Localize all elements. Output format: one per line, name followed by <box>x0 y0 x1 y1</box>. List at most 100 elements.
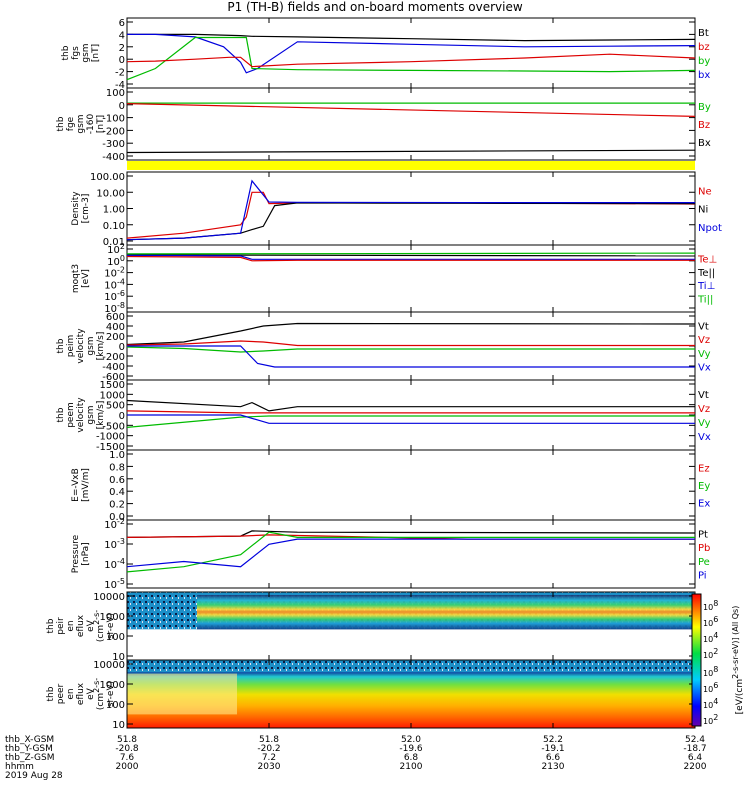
xaxis-value: 6.6 <box>546 753 561 763</box>
legend-Vx: Vx <box>698 362 711 373</box>
y-axis-label-line: eV <box>86 619 96 632</box>
panel-9: 10000 1000 100 10 thb peer en eflux eV (cm2-s-sr-… <box>46 659 696 731</box>
yellow-status-bar <box>127 161 695 170</box>
y-axis-label-line: Density <box>71 191 81 226</box>
series-Ti|| <box>126 252 696 255</box>
y-tick-label: 100.00 <box>90 172 125 183</box>
y-axis-label-line: thb <box>56 338 66 353</box>
panel-2: 100.00 10.00 1.00 0.10 0.01 Density [cm-3] Ne Ni… <box>71 171 722 248</box>
colorbar-label: 106 <box>703 615 718 628</box>
legend-Pi: Pi <box>698 570 707 581</box>
xaxis-value: 2030 <box>258 762 281 772</box>
series-bx <box>127 33 696 74</box>
y-tick-label: -4 <box>115 80 125 91</box>
series-Ti⊥ <box>126 254 695 260</box>
y-axis-label-line: thb <box>46 618 56 633</box>
y-axis-label-line: moqt3 <box>71 264 81 293</box>
legend-Pb: Pb <box>698 543 710 554</box>
legend-Ex: Ex <box>698 499 710 510</box>
legend-Bx: Bx <box>698 138 711 149</box>
xaxis-value: 51.8 <box>117 735 137 745</box>
legend-Vy: Vy <box>698 418 711 429</box>
panel-frame <box>126 87 696 161</box>
y-axis-label-line: [cm-3] <box>81 194 91 224</box>
y-tick-label: 10000 <box>93 592 125 603</box>
y-axis-label-line: peim <box>66 335 76 358</box>
y-axis-label-line: eV <box>86 687 96 700</box>
legend-Vt: Vt <box>698 390 709 401</box>
y-tick-label: 1500 <box>100 380 125 391</box>
xaxis-row-label: 2019 Aug 28 <box>5 771 63 781</box>
y-tick-label: 500 <box>106 401 125 412</box>
y-tick-label: 10-3 <box>104 537 125 551</box>
y-axis-label-line: en <box>66 620 76 631</box>
panel-frame <box>126 17 696 89</box>
y-axis-label-line: thb <box>61 45 71 60</box>
series-Vx <box>127 414 695 424</box>
xaxis-value: 51.8 <box>259 735 279 745</box>
legend-Npot: Npot <box>698 223 722 234</box>
y-tick-label: 1000 <box>100 612 125 623</box>
y-tick-label: 0.6 <box>109 475 125 486</box>
y-tick-label: 10.00 <box>96 188 125 199</box>
colorbar-label: 102 <box>703 713 718 726</box>
panel-frame <box>126 449 696 521</box>
y-axis-label-line: en <box>66 688 76 699</box>
y-axis-label: Pressure [nPa] <box>71 534 91 573</box>
y-tick-label: 0.2 <box>109 500 125 511</box>
y-axis-label-line: [nT] <box>96 115 106 133</box>
colorbar: 108 106 104 102 108 106 104 102 [eV/(cm2-s-sr-eV… <box>691 593 745 727</box>
series-by <box>126 36 696 81</box>
y-axis-label-line: sr-eV) <box>106 613 116 639</box>
series-Vt <box>126 399 695 412</box>
y-tick-label: -1000 <box>96 432 125 443</box>
y-tick-label: 100 <box>106 88 125 99</box>
y-tick-label: 6 <box>119 18 125 29</box>
series-Vz <box>126 340 695 347</box>
series-Vy <box>126 346 695 353</box>
y-tick-label: -600 <box>102 372 125 383</box>
series-bz <box>126 53 696 68</box>
y-axis-label: thb fgs gsm [nT] <box>61 43 101 62</box>
y-axis-label-line: sr-eV) <box>106 681 116 707</box>
series-Bx <box>126 149 696 154</box>
xaxis-value: 2130 <box>542 762 565 772</box>
y-axis-label: thb peir en eflux eV (cm2-s-sr-eV) <box>46 610 116 642</box>
y-tick-label: 100 <box>106 632 125 643</box>
colorbar-title: [eV/(cm2-s-sr-eV)] (All Qs) <box>731 606 745 715</box>
y-axis-label-line: -160 <box>86 114 96 135</box>
y-axis-label-line: eflux <box>76 682 86 705</box>
y-axis-label-line: fge <box>66 116 76 131</box>
y-tick-label: -200 <box>102 352 125 363</box>
y-axis-label-line: [mV/m] <box>81 468 91 502</box>
y-axis-label-line: eflux <box>76 614 86 637</box>
xaxis-value: 6.4 <box>688 753 703 763</box>
y-tick-label: 10-4 <box>104 557 125 571</box>
xaxis-value: 6.8 <box>404 753 419 763</box>
series-Bz <box>126 103 696 117</box>
xaxis-value: 7.6 <box>120 753 135 763</box>
y-tick-label: 4 <box>119 30 125 41</box>
series-Vt <box>126 322 696 346</box>
y-axis-label-line: [km/s] <box>96 401 106 430</box>
legend-Vx: Vx <box>698 432 711 443</box>
legend-Bz: Bz <box>698 120 710 131</box>
y-axis-label-line: gsm <box>86 336 96 355</box>
y-axis-label: E=-VxB [mV/m] <box>71 468 91 502</box>
y-tick-label: 0 <box>119 342 125 353</box>
xaxis-value: 2100 <box>400 762 423 772</box>
y-axis-label-line: peer <box>56 683 66 704</box>
panel-8: 10000 1000 100 10 thb peir en eflux eV (cm2-s-sr-… <box>46 591 696 663</box>
panel-7: 10-2 10-3 10-4 10-5 Pressure [nPa] Pt Pb Pe Pi <box>71 517 710 591</box>
y-axis-label-line: peem <box>66 402 76 428</box>
y-tick-label: 10 <box>112 720 125 731</box>
y-tick-label: 10-2 <box>104 517 125 531</box>
y-tick-label: 400 <box>106 322 125 333</box>
y-axis-label: thb peem velocity gsm [km/s] <box>56 397 106 433</box>
y-axis-label-line: velocity <box>76 328 86 364</box>
y-tick-label: -300 <box>102 139 125 150</box>
y-axis-label-line: peir <box>56 617 66 635</box>
